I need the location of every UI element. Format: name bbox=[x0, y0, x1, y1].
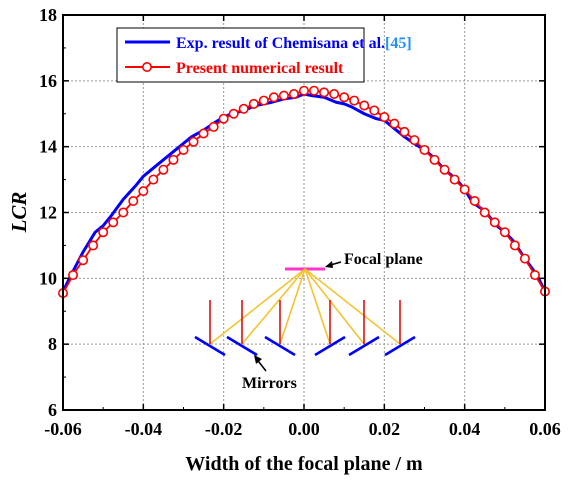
data-point bbox=[88, 240, 99, 251]
data-point bbox=[128, 195, 139, 206]
data-point bbox=[208, 121, 219, 132]
data-point bbox=[359, 100, 370, 111]
data-point bbox=[339, 92, 350, 103]
data-point bbox=[439, 164, 450, 175]
data-point bbox=[218, 113, 229, 124]
focal-plane-arrowhead bbox=[325, 261, 333, 268]
data-point bbox=[298, 85, 309, 96]
data-point bbox=[238, 103, 249, 114]
data-point bbox=[288, 89, 299, 100]
axis-ticks bbox=[62, 14, 546, 411]
data-point bbox=[108, 217, 119, 228]
reflected-ray bbox=[279, 268, 306, 345]
series-layer bbox=[57, 85, 550, 299]
data-point bbox=[248, 98, 259, 109]
data-point bbox=[449, 174, 460, 185]
legend-label-num: Present numerical result bbox=[176, 60, 344, 77]
data-point bbox=[168, 154, 179, 165]
y-tick-label: 16 bbox=[39, 71, 57, 91]
data-point bbox=[429, 154, 440, 165]
y-tick-label: 18 bbox=[39, 5, 57, 25]
data-point bbox=[509, 240, 520, 251]
data-point bbox=[349, 95, 360, 106]
x-tick-label: -0.04 bbox=[125, 419, 163, 439]
data-point bbox=[178, 144, 189, 155]
data-point bbox=[309, 85, 320, 96]
legend-label-exp: Exp. result of Chemisana et al.[45] bbox=[176, 35, 412, 52]
data-point bbox=[529, 270, 540, 281]
data-point bbox=[499, 227, 510, 238]
data-point bbox=[319, 87, 330, 98]
mirror bbox=[314, 335, 346, 357]
data-point bbox=[138, 186, 149, 197]
y-tick-labels: 6 8 10 12 14 16 18 bbox=[39, 5, 57, 420]
reflected-ray bbox=[241, 268, 306, 345]
y-tick-label: 8 bbox=[48, 334, 57, 354]
mirror-segments bbox=[194, 335, 416, 357]
x-tick-label: 0.02 bbox=[369, 419, 401, 439]
x-tick-label: 0.00 bbox=[288, 419, 320, 439]
mirror-schematic: Focal plane Mirrors bbox=[194, 251, 423, 392]
mirror bbox=[384, 335, 416, 357]
legend-marker-num bbox=[142, 61, 153, 72]
annotation-mirrors: Mirrors bbox=[242, 375, 297, 392]
reflected-rays bbox=[209, 268, 401, 345]
x-tick-label: -0.02 bbox=[205, 419, 243, 439]
y-tick-label: 12 bbox=[39, 203, 57, 223]
data-point bbox=[519, 253, 530, 264]
legend: Exp. result of Chemisana et al.[45] Pres… bbox=[116, 27, 412, 83]
mirror bbox=[194, 335, 226, 357]
reflected-ray bbox=[304, 268, 401, 345]
x-tick-label: -0.06 bbox=[44, 419, 82, 439]
data-point bbox=[479, 207, 490, 218]
legend-label-exp-name: Exp. result of Chemisana et al. bbox=[176, 35, 385, 52]
legend-box bbox=[116, 27, 365, 83]
data-point bbox=[469, 195, 480, 206]
legend-citation: [45] bbox=[385, 35, 412, 52]
data-point bbox=[399, 126, 410, 137]
data-point bbox=[258, 95, 269, 106]
x-tick-label: 0.04 bbox=[449, 419, 481, 439]
mirror bbox=[264, 335, 296, 357]
data-point bbox=[379, 112, 390, 123]
mirrors-arrowhead bbox=[254, 355, 262, 364]
data-point bbox=[148, 174, 159, 185]
y-tick-label: 10 bbox=[39, 268, 57, 288]
annotation-focal-plane: Focal plane bbox=[344, 251, 423, 268]
y-tick-label: 14 bbox=[39, 137, 57, 157]
reflected-ray bbox=[304, 268, 331, 345]
data-point bbox=[268, 92, 279, 103]
data-point bbox=[98, 227, 109, 238]
data-point bbox=[419, 144, 430, 155]
x-tick-label: 0.06 bbox=[529, 419, 561, 439]
mirror bbox=[226, 335, 258, 357]
y-axis-label: LCR bbox=[7, 192, 31, 234]
data-point bbox=[489, 217, 500, 228]
y-tick-label: 6 bbox=[48, 400, 57, 420]
data-point bbox=[278, 90, 289, 101]
data-point bbox=[198, 128, 209, 139]
data-point bbox=[228, 108, 239, 119]
data-point bbox=[459, 184, 470, 195]
data-point bbox=[389, 118, 400, 129]
data-point bbox=[158, 164, 169, 175]
data-point bbox=[369, 105, 380, 116]
data-point bbox=[118, 207, 129, 218]
data-point bbox=[329, 89, 340, 100]
x-axis-label: Width of the focal plane / m bbox=[185, 453, 423, 475]
reflected-ray bbox=[209, 268, 306, 345]
mirror bbox=[348, 335, 380, 357]
data-point bbox=[188, 136, 199, 147]
data-point bbox=[68, 270, 79, 281]
incident-rays bbox=[209, 300, 401, 344]
data-point bbox=[78, 255, 89, 266]
data-point bbox=[409, 135, 420, 146]
x-tick-labels: -0.06 -0.04 -0.02 0.00 0.02 0.04 0.06 bbox=[44, 419, 561, 439]
reflected-ray bbox=[304, 268, 365, 345]
